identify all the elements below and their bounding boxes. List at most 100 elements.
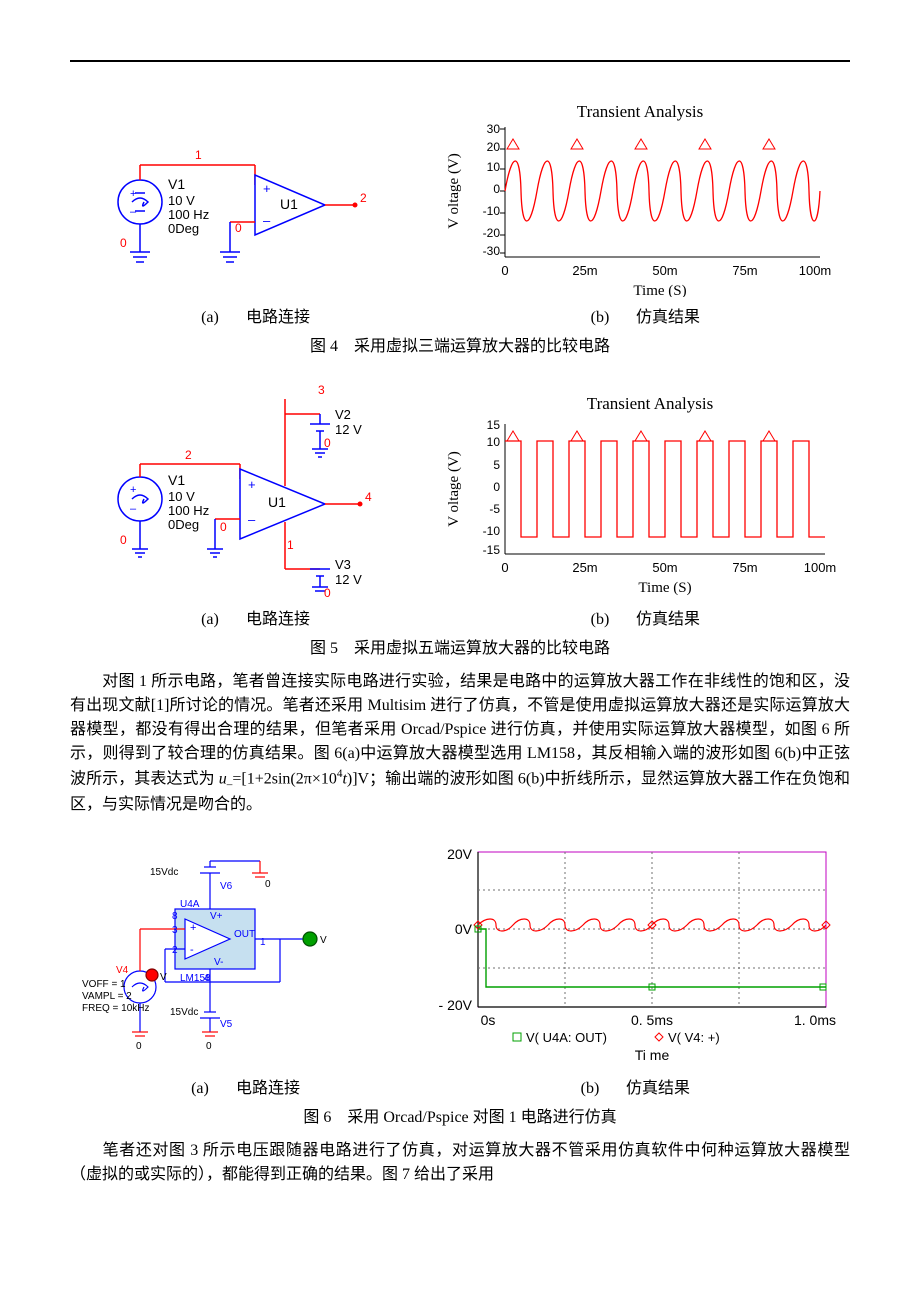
node2: 2 [185, 448, 192, 462]
fig5-xlabel: Time (S) [638, 580, 691, 596]
svg-text:0: 0 [493, 182, 500, 196]
svg-text:0: 0 [324, 436, 331, 450]
svg-text:20V: 20V [447, 846, 473, 862]
svg-text:0: 0 [324, 586, 331, 599]
v2val: 12 V [335, 422, 362, 437]
v3: V3 [335, 557, 351, 572]
header-rule [70, 60, 850, 62]
u1-label: U1 [280, 196, 298, 212]
svg-text:0: 0 [220, 520, 227, 534]
figure5-chart: Transient Analysis 15 10 5 0 -5 -10 -15 … [440, 369, 840, 604]
v4: V4 [116, 965, 129, 976]
svg-text:–: – [263, 213, 271, 228]
svg-text:0. 5ms: 0. 5ms [631, 1012, 673, 1028]
voff: VOFF = 1 [82, 979, 126, 990]
svg-text:0V: 0V [455, 921, 473, 937]
fig4-ylabel: V oltage (V) [446, 153, 462, 229]
svg-text:+: + [248, 477, 256, 492]
svg-text:0: 0 [120, 533, 127, 547]
figure5-circuit: + – + – [80, 369, 420, 604]
fig6-circuit-svg: + - [80, 837, 400, 1067]
fig6-chart-svg: 20V 0V - 20V 0s 0. 5ms 1. 0ms [420, 837, 840, 1067]
pin2: 2 [172, 945, 178, 956]
svg-text:-15: -15 [483, 543, 501, 557]
node-2: 2 [360, 191, 367, 205]
figure4-circuit: + – + – [80, 97, 420, 302]
fig4b-label: (b) [580, 308, 620, 327]
gnd3: 0 [206, 1041, 212, 1052]
svg-text:30: 30 [487, 122, 501, 136]
svg-text:-: - [190, 944, 194, 956]
svg-text:75m: 75m [732, 263, 757, 278]
fig6-xlabel: Ti me [635, 1047, 670, 1063]
v1-deg: 0Deg [168, 221, 199, 236]
gnd2: 0 [136, 1041, 142, 1052]
svg-text:25m: 25m [572, 263, 597, 278]
svg-text:0: 0 [501, 263, 508, 278]
fig5a-title: 电路连接 [246, 611, 310, 628]
p1-body: =[1+2sin(2π×10 [232, 770, 336, 787]
svg-text:–: – [130, 206, 137, 218]
probev1: V [320, 935, 327, 946]
fig4-chart-svg: Transient Analysis 30 20 10 0 -10 -20 -3… [440, 97, 840, 297]
fig5b-title: 仿真结果 [636, 611, 700, 628]
fig5a-label: (a) [190, 610, 230, 629]
figure6-chart: 20V 0V - 20V 0s 0. 5ms 1. 0ms [420, 837, 840, 1072]
probev2: V [160, 972, 167, 983]
gnd1: 0 [265, 879, 271, 890]
svg-text:-30: -30 [483, 244, 501, 258]
pin8: 8 [172, 911, 178, 922]
fig5-circuit-svg: + – + – [80, 369, 420, 599]
p2-text: 笔者还对图 3 所示电压跟随器电路进行了仿真，对运算放大器不管采用仿真软件中何种… [70, 1142, 850, 1183]
leg2: V( V4: +) [668, 1030, 720, 1045]
svg-text:+: + [130, 188, 136, 200]
v1-freq: 100 Hz [168, 207, 209, 222]
svg-text:100m: 100m [799, 263, 832, 278]
figure4-chart: Transient Analysis 30 20 10 0 -10 -20 -3… [440, 97, 840, 302]
figure6-caption: 图 6 采用 Orcad/Pspice 对图 1 电路进行仿真 [70, 1108, 850, 1127]
u4a: U4A [180, 899, 200, 910]
u1b: U1 [268, 494, 286, 510]
v5dc: 15Vdc [170, 1007, 198, 1018]
svg-text:10: 10 [487, 160, 501, 174]
node4: 4 [365, 490, 372, 504]
svg-text:75m: 75m [732, 560, 757, 575]
out: OUT [234, 929, 255, 940]
node-0a: 0 [235, 221, 242, 235]
fig4-chart-title: Transient Analysis [577, 102, 703, 121]
svg-text:10: 10 [487, 435, 501, 449]
svg-text:+: + [190, 922, 196, 934]
freq: FREQ = 10kHz [82, 1003, 150, 1014]
figure6-row: + - [70, 837, 850, 1072]
svg-text:-10: -10 [483, 204, 501, 218]
fig6a-title: 电路连接 [236, 1080, 300, 1097]
fig5-chart-svg: Transient Analysis 15 10 5 0 -5 -10 -15 … [440, 369, 840, 599]
fig4-xlabel: Time (S) [633, 283, 686, 297]
fig6a-label: (a) [180, 1079, 220, 1098]
pin1: 1 [260, 937, 266, 948]
vplus: V+ [210, 911, 223, 922]
paragraph-1: 对图 1 所示电路，笔者曾连接实际电路进行实验，结果是电路中的运算放大器工作在非… [70, 670, 850, 817]
vneg: V- [214, 957, 223, 968]
svg-text:50m: 50m [652, 263, 677, 278]
svg-text:–: – [130, 503, 137, 515]
svg-text:0: 0 [501, 560, 508, 575]
svg-text:–: – [248, 512, 256, 527]
v2: V2 [335, 407, 351, 422]
svg-text:0: 0 [493, 480, 500, 494]
fig4-series [505, 161, 820, 221]
figure4-caption: 图 4 采用虚拟三端运算放大器的比较电路 [70, 337, 850, 356]
svg-text:20: 20 [487, 140, 501, 154]
v1-amp: 10 V [168, 193, 195, 208]
figure5-row: + – + – [70, 369, 850, 604]
svg-text:5: 5 [493, 458, 500, 472]
fig4b-title: 仿真结果 [636, 309, 700, 326]
svg-text:25m: 25m [572, 560, 597, 575]
v1-label: V1 [168, 176, 185, 192]
figure5-caption: 图 5 采用虚拟五端运算放大器的比较电路 [70, 639, 850, 658]
figure6-circuit: + - [80, 837, 400, 1072]
figure4-subcaps: (a) 电路连接 (b) 仿真结果 [70, 302, 850, 337]
v1freq: 100 Hz [168, 503, 209, 518]
svg-text:+: + [263, 181, 271, 196]
figure5-subcaps: (a) 电路连接 (b) 仿真结果 [70, 604, 850, 639]
